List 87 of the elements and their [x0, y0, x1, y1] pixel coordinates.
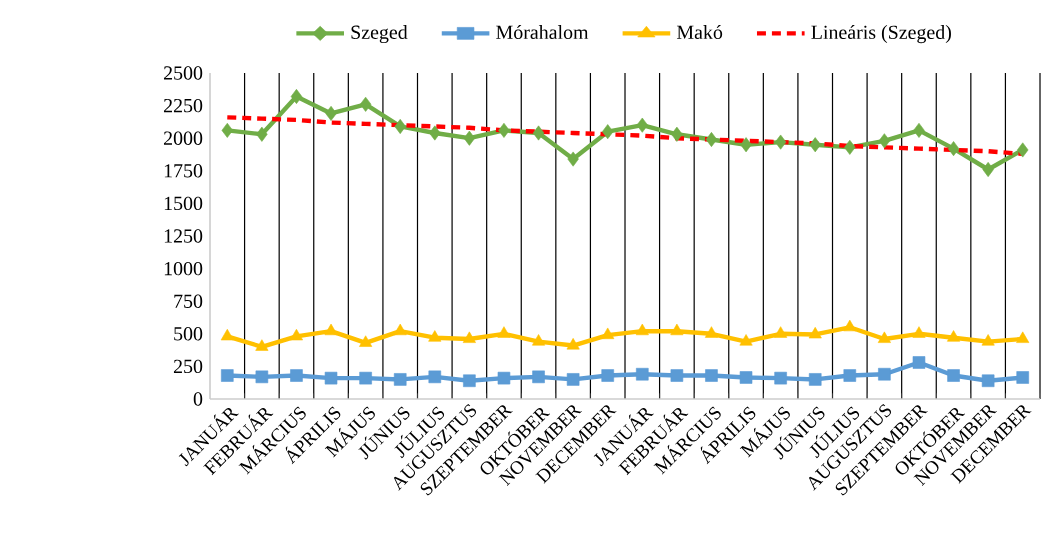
point [532, 370, 545, 384]
point [359, 96, 372, 112]
point [635, 323, 649, 336]
point [532, 125, 545, 141]
legend-label: Mórahalom [496, 24, 589, 40]
point [947, 369, 960, 382]
point [774, 326, 788, 338]
point [255, 370, 269, 384]
point [808, 373, 822, 386]
y-tick-label: 2500 [163, 66, 203, 80]
y-tick-label: 0 [193, 392, 203, 406]
point [601, 327, 615, 339]
point [325, 105, 337, 121]
point [290, 369, 303, 382]
point [290, 89, 303, 104]
point [497, 326, 511, 338]
y-tick-label: 1000 [164, 261, 203, 276]
point [636, 367, 649, 381]
point [740, 137, 752, 153]
y-tick-label: 2250 [163, 98, 203, 113]
point [739, 371, 753, 384]
point [877, 331, 891, 343]
point [1016, 331, 1030, 343]
point [774, 134, 787, 150]
point [947, 330, 961, 342]
y-tick-label: 1750 [164, 164, 203, 178]
y-tick-label: 1500 [164, 196, 203, 211]
y-tick-label: 250 [173, 359, 203, 374]
point [463, 374, 476, 388]
point [774, 371, 787, 385]
point [739, 334, 753, 346]
point [255, 339, 269, 351]
point [462, 331, 476, 343]
point [463, 130, 476, 146]
legend-label: Lineáris (Szeged) [811, 24, 951, 44]
point [671, 126, 683, 142]
y-tick-label: 500 [174, 327, 203, 341]
point [498, 122, 510, 138]
point [947, 141, 960, 157]
point [393, 373, 407, 386]
point [981, 334, 995, 346]
point [844, 139, 856, 155]
point [912, 356, 926, 369]
point [532, 334, 546, 346]
point [843, 319, 857, 332]
legend-label: Makó [676, 24, 723, 40]
y-tick-label: 1250 [164, 229, 203, 243]
point [221, 369, 234, 382]
point [359, 335, 373, 347]
point [601, 369, 614, 382]
point [981, 374, 995, 388]
point [704, 326, 718, 338]
point [636, 117, 648, 133]
point [1016, 371, 1029, 384]
point [809, 137, 821, 153]
point [567, 151, 579, 167]
y-tick-label: 750 [174, 294, 203, 308]
point [428, 370, 442, 384]
point [705, 369, 718, 382]
point [566, 373, 580, 386]
point [289, 328, 303, 341]
point [428, 330, 442, 342]
point [913, 122, 925, 138]
point [566, 338, 580, 350]
point [982, 162, 994, 177]
point [705, 132, 718, 147]
point [670, 369, 684, 382]
point [878, 367, 891, 381]
point [670, 323, 684, 336]
point [221, 122, 233, 138]
point [429, 125, 441, 141]
point [220, 328, 234, 341]
point [256, 126, 268, 142]
point [393, 323, 407, 336]
point [912, 326, 926, 338]
point [497, 371, 511, 385]
point [359, 371, 372, 385]
point [878, 133, 891, 149]
legend-label: Szeged [351, 24, 408, 44]
point [394, 118, 406, 134]
point [324, 323, 338, 336]
point [808, 326, 822, 339]
point [324, 371, 338, 385]
point [1017, 142, 1029, 158]
point [843, 369, 857, 382]
y-tick-label: 2000 [163, 131, 203, 145]
point [602, 124, 614, 140]
